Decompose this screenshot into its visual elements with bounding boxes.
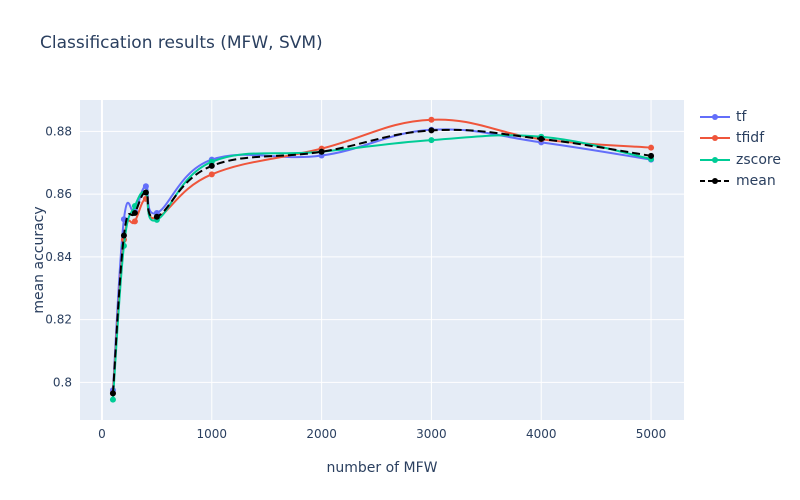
- chart-title: Classification results (MFW, SVM): [40, 33, 323, 53]
- x-tick-label: 4000: [526, 427, 557, 441]
- y-axis-title: mean accuracy: [31, 206, 47, 313]
- y-tick-label: 0.82: [45, 313, 72, 327]
- legend: tf tfidf zscore mean: [700, 106, 781, 192]
- data-point-tf[interactable]: [142, 183, 149, 190]
- series-line-zscore: [111, 134, 652, 400]
- y-tick-label: 0.88: [45, 124, 72, 138]
- x-tick-label: 0: [98, 427, 106, 441]
- plot-area-background: [80, 100, 684, 420]
- data-point-mean[interactable]: [648, 152, 655, 159]
- legend-swatch-tfidf: [700, 135, 730, 142]
- data-point-zscore[interactable]: [428, 137, 435, 144]
- y-tick-label: 0.84: [45, 250, 72, 264]
- tick-labels: 0.8 0.82 0.84 0.86 0.88 0 1000 2000 3000 4000 5000: [45, 124, 666, 441]
- legend-item-tf[interactable]: tf: [700, 106, 781, 128]
- data-point-mean[interactable]: [142, 189, 149, 196]
- x-tick-label: 2000: [306, 427, 337, 441]
- data-point-tfidf[interactable]: [131, 218, 138, 225]
- data-point-mean[interactable]: [131, 209, 138, 216]
- data-point-mean[interactable]: [428, 127, 435, 134]
- y-tick-label: 0.8: [53, 375, 72, 389]
- legend-item-mean[interactable]: mean: [700, 171, 781, 193]
- x-axis-title: number of MFW: [326, 460, 437, 476]
- legend-label-tfidf: tfidf: [736, 130, 765, 147]
- data-point-tfidf[interactable]: [648, 144, 655, 151]
- x-tick-label: 1000: [197, 427, 228, 441]
- legend-label-zscore: zscore: [736, 151, 781, 168]
- data-point-tfidf[interactable]: [208, 171, 215, 178]
- series-line-tf: [111, 128, 652, 391]
- data-point-mean[interactable]: [318, 148, 325, 155]
- legend-swatch-mean: [700, 178, 730, 185]
- data-point-mean[interactable]: [120, 232, 127, 239]
- series-layer: [109, 116, 655, 403]
- legend-label-tf: tf: [736, 108, 747, 125]
- legend-swatch-zscore: [700, 156, 730, 163]
- series-mean: [109, 127, 655, 397]
- data-point-mean[interactable]: [109, 390, 116, 397]
- x-tick-label: 5000: [636, 427, 667, 441]
- legend-item-zscore[interactable]: zscore: [700, 149, 781, 171]
- data-point-mean[interactable]: [538, 135, 545, 142]
- legend-label-mean: mean: [736, 173, 776, 190]
- data-point-mean[interactable]: [153, 213, 160, 220]
- legend-item-tfidf[interactable]: tfidf: [700, 128, 781, 150]
- data-point-zscore[interactable]: [109, 396, 116, 403]
- grid-lines: [80, 100, 684, 420]
- series-line-mean: [111, 128, 652, 394]
- legend-swatch-tf: [700, 113, 730, 120]
- x-tick-label: 3000: [416, 427, 447, 441]
- data-point-mean[interactable]: [208, 162, 215, 169]
- data-point-tfidf[interactable]: [428, 116, 435, 123]
- y-tick-label: 0.86: [45, 187, 72, 201]
